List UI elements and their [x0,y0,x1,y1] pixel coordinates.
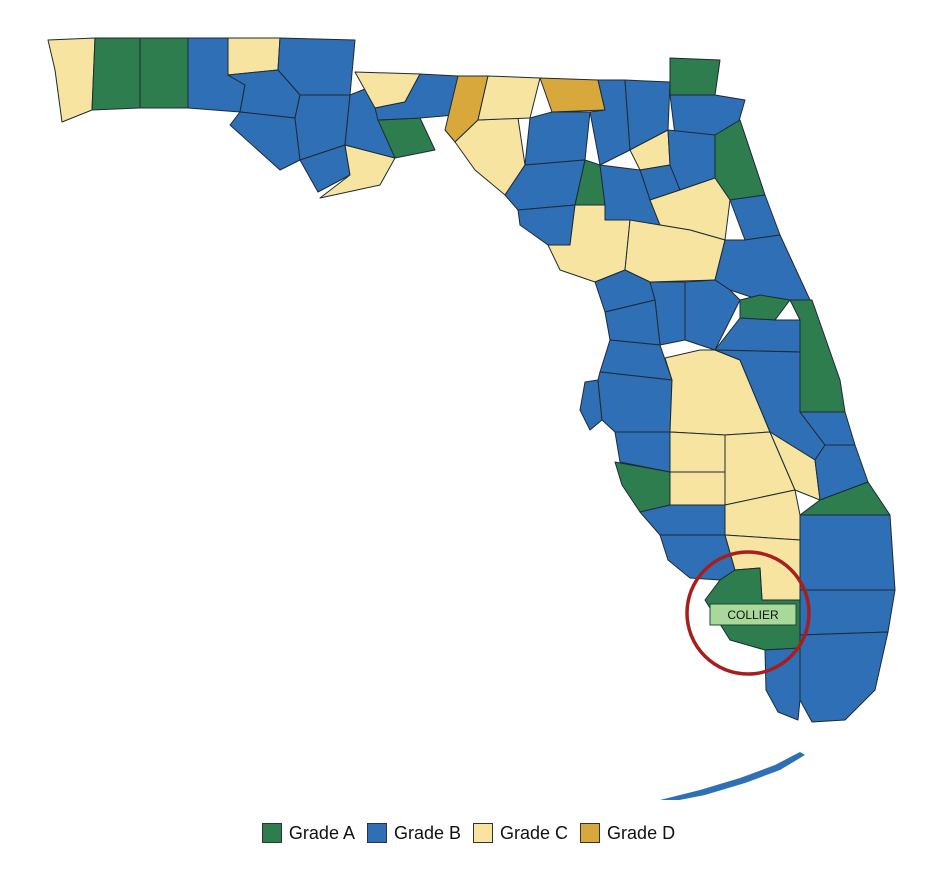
highlight-ring [685,550,811,676]
legend-swatch-grade-a [261,823,282,843]
county-charlotte[interactable] [639,504,726,536]
county-escambia[interactable] [47,37,96,123]
county-desoto[interactable] [669,471,726,506]
legend: Grade A Grade B Grade C Grade D [0,818,937,848]
county-monroe[interactable] [764,647,801,721]
legend-swatch-grade-c [473,823,494,843]
county-miami-dade[interactable] [799,631,889,723]
florida-county-map: COLLIER [47,37,896,800]
county-seminole[interactable] [739,294,791,321]
county-okaloosa[interactable] [139,37,189,109]
county-nassau[interactable] [669,57,721,96]
county-palm-beach[interactable] [799,514,896,591]
legend-label-grade-c: Grade C [500,822,569,843]
legend-swatch-grade-b [366,823,387,843]
county-dixie[interactable] [517,204,576,246]
county-duval[interactable] [669,94,746,136]
county-bay[interactable] [229,111,301,171]
county-st-johns[interactable] [714,119,766,201]
legend-item-grade-c: Grade C [473,823,568,844]
legend-label-grade-a: Grade A [288,822,355,843]
collier-label: COLLIER [727,608,779,622]
county-levy[interactable] [547,204,631,283]
legend-item-grade-d: Grade D [580,823,675,844]
county-hardee[interactable] [669,431,726,473]
legend-label-grade-d: Grade D [607,822,676,843]
legend-item-grade-b: Grade B [366,822,462,844]
county-st-lucie[interactable] [814,444,869,501]
county-santa-rosa[interactable] [91,37,141,111]
county-holmes[interactable] [227,37,281,76]
legend-item-grade-a: Grade A [261,822,355,844]
county-flagler[interactable] [729,194,781,241]
county-broward[interactable] [799,589,896,636]
county-madison[interactable] [477,75,541,121]
florida-keys [660,752,805,800]
county-suwannee[interactable] [524,111,591,166]
county-pinellas[interactable] [579,379,603,431]
legend-swatch-grade-d [580,823,601,843]
county-hillsborough[interactable] [597,371,673,433]
collier-label-box [709,603,797,626]
legend-label-grade-b: Grade B [393,822,462,843]
county-hamilton[interactable] [539,77,606,113]
